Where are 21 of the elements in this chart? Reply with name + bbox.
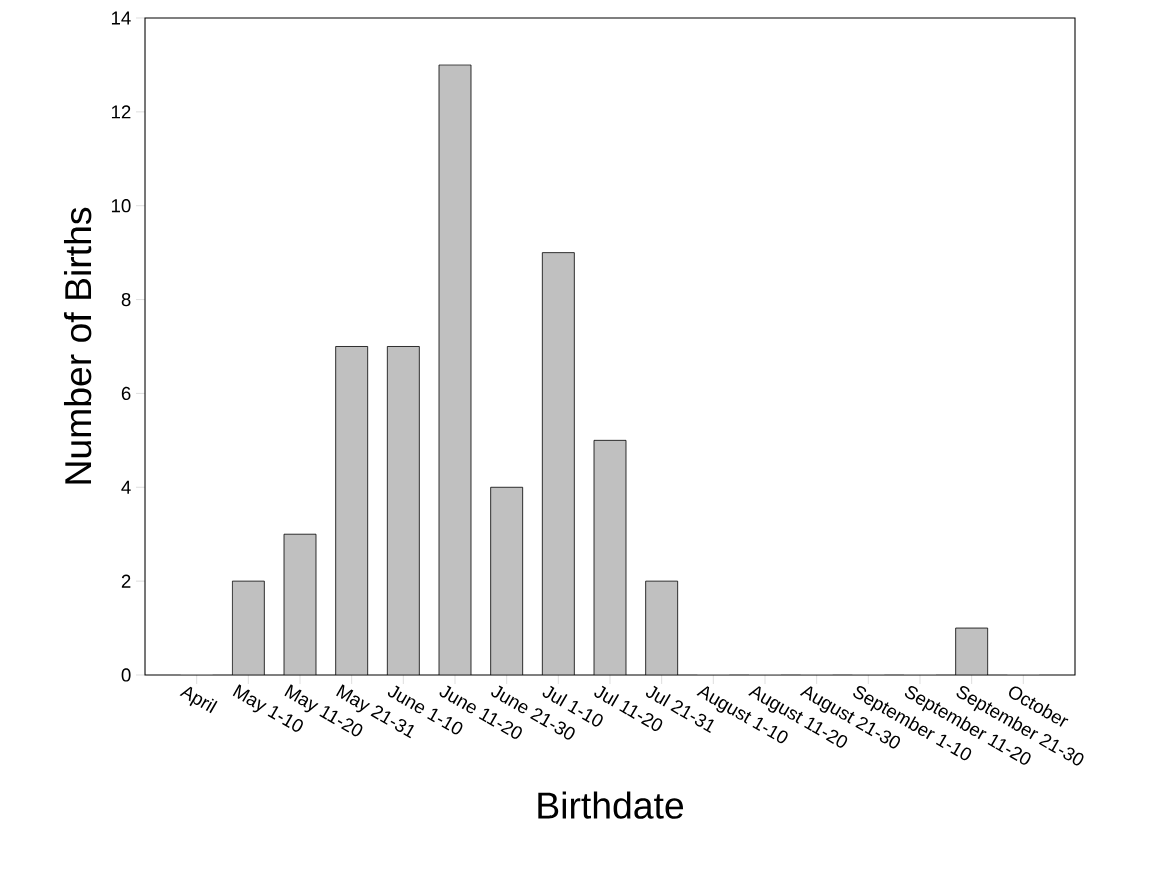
y-tick-label: 2 [121,574,131,588]
x-axis-title: Birthdate [538,791,684,819]
bar [438,64,472,675]
y-tick-label: 6 [121,386,131,401]
y-tick-label: 0 [121,668,131,682]
bar [541,252,575,675]
x-tick-label: April [179,686,218,714]
bar [490,486,524,675]
bar [593,439,627,675]
bar [335,346,369,675]
bar [645,580,679,675]
bar [386,346,420,675]
y-tick-label: 4 [121,480,131,494]
y-tick-label: 12 [111,105,131,119]
bar [283,533,317,675]
y-tick-label: 8 [121,292,131,307]
bar [231,580,265,675]
y-tick-label: 14 [111,11,131,25]
y-tick-label: 10 [111,199,131,213]
y-axis-title: Number of Births [63,207,92,484]
bar [955,627,989,675]
